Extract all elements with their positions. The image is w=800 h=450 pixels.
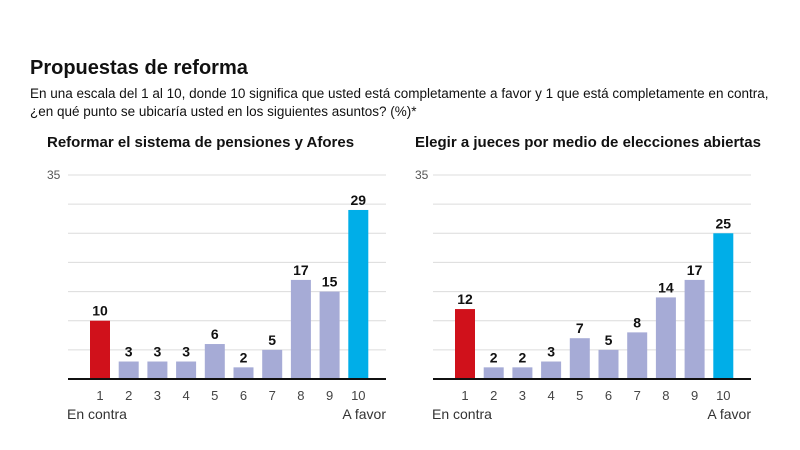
bar-8 bbox=[655, 297, 676, 379]
data-label: 5 bbox=[268, 332, 276, 348]
bar-9 bbox=[684, 279, 705, 379]
x-tick-label: 4 bbox=[547, 388, 554, 403]
bar-6 bbox=[598, 349, 619, 379]
x-tick-label: 2 bbox=[125, 388, 132, 403]
x-label-en-contra: En contra bbox=[432, 406, 492, 422]
data-label: 12 bbox=[457, 291, 473, 307]
x-tick-label: 1 bbox=[461, 388, 468, 403]
bar-3 bbox=[147, 361, 168, 379]
data-label: 2 bbox=[240, 349, 248, 365]
data-label: 3 bbox=[547, 344, 555, 360]
bar-10 bbox=[713, 233, 734, 379]
bar-4 bbox=[176, 361, 197, 379]
bar-1 bbox=[90, 320, 110, 379]
data-label: 5 bbox=[605, 332, 613, 348]
y-tick-label: 35 bbox=[415, 168, 429, 182]
x-tick-label: 1 bbox=[96, 388, 103, 403]
bar-5 bbox=[204, 344, 225, 379]
x-tick-label: 6 bbox=[605, 388, 612, 403]
x-tick-label: 9 bbox=[691, 388, 698, 403]
x-tick-label: 5 bbox=[211, 388, 218, 403]
data-label: 25 bbox=[716, 215, 732, 231]
bar-7 bbox=[627, 332, 648, 379]
bar-2 bbox=[483, 367, 504, 379]
x-label-a-favor: A favor bbox=[707, 406, 751, 422]
data-label: 7 bbox=[576, 320, 584, 336]
bar-4 bbox=[541, 361, 562, 379]
x-tick-label: 10 bbox=[351, 388, 365, 403]
data-label: 3 bbox=[154, 344, 162, 360]
x-tick-label: 8 bbox=[297, 388, 304, 403]
data-label: 2 bbox=[519, 349, 527, 365]
data-label: 29 bbox=[351, 192, 367, 208]
data-label: 14 bbox=[658, 279, 674, 295]
x-label-a-favor: A favor bbox=[342, 406, 386, 422]
page-subtitle: En una escala del 1 al 10, donde 10 sign… bbox=[30, 86, 769, 119]
bar-9 bbox=[319, 291, 340, 379]
x-label-en-contra: En contra bbox=[67, 406, 127, 422]
y-tick-label: 35 bbox=[47, 168, 61, 182]
data-label: 10 bbox=[92, 303, 108, 319]
x-tick-label: 6 bbox=[240, 388, 247, 403]
bar-5 bbox=[569, 338, 590, 379]
data-label: 17 bbox=[293, 262, 309, 278]
chart-title-jueces: Elegir a jueces por medio de elecciones … bbox=[415, 134, 761, 151]
x-tick-label: 5 bbox=[576, 388, 583, 403]
x-tick-label: 7 bbox=[269, 388, 276, 403]
data-label: 8 bbox=[633, 314, 641, 330]
data-label: 6 bbox=[211, 326, 219, 342]
bar-2 bbox=[118, 361, 139, 379]
x-tick-label: 4 bbox=[182, 388, 189, 403]
x-tick-label: 3 bbox=[519, 388, 526, 403]
x-tick-label: 10 bbox=[716, 388, 730, 403]
data-label: 3 bbox=[182, 344, 190, 360]
page-title: Propuestas de reforma bbox=[30, 57, 248, 79]
bar-6 bbox=[233, 367, 254, 379]
data-label: 15 bbox=[322, 274, 338, 290]
data-label: 3 bbox=[125, 344, 133, 360]
bar-8 bbox=[290, 279, 311, 379]
x-tick-label: 3 bbox=[154, 388, 161, 403]
bar-7 bbox=[262, 349, 283, 379]
chart-title-pensiones: Reformar el sistema de pensiones y Afore… bbox=[47, 134, 355, 151]
x-tick-label: 2 bbox=[490, 388, 497, 403]
data-label: 17 bbox=[687, 262, 703, 278]
bar-3 bbox=[512, 367, 533, 379]
bar-10 bbox=[348, 209, 369, 379]
bar-1 bbox=[455, 309, 475, 379]
x-tick-label: 9 bbox=[326, 388, 333, 403]
x-tick-label: 7 bbox=[634, 388, 641, 403]
x-tick-label: 8 bbox=[662, 388, 669, 403]
data-label: 2 bbox=[490, 349, 498, 365]
